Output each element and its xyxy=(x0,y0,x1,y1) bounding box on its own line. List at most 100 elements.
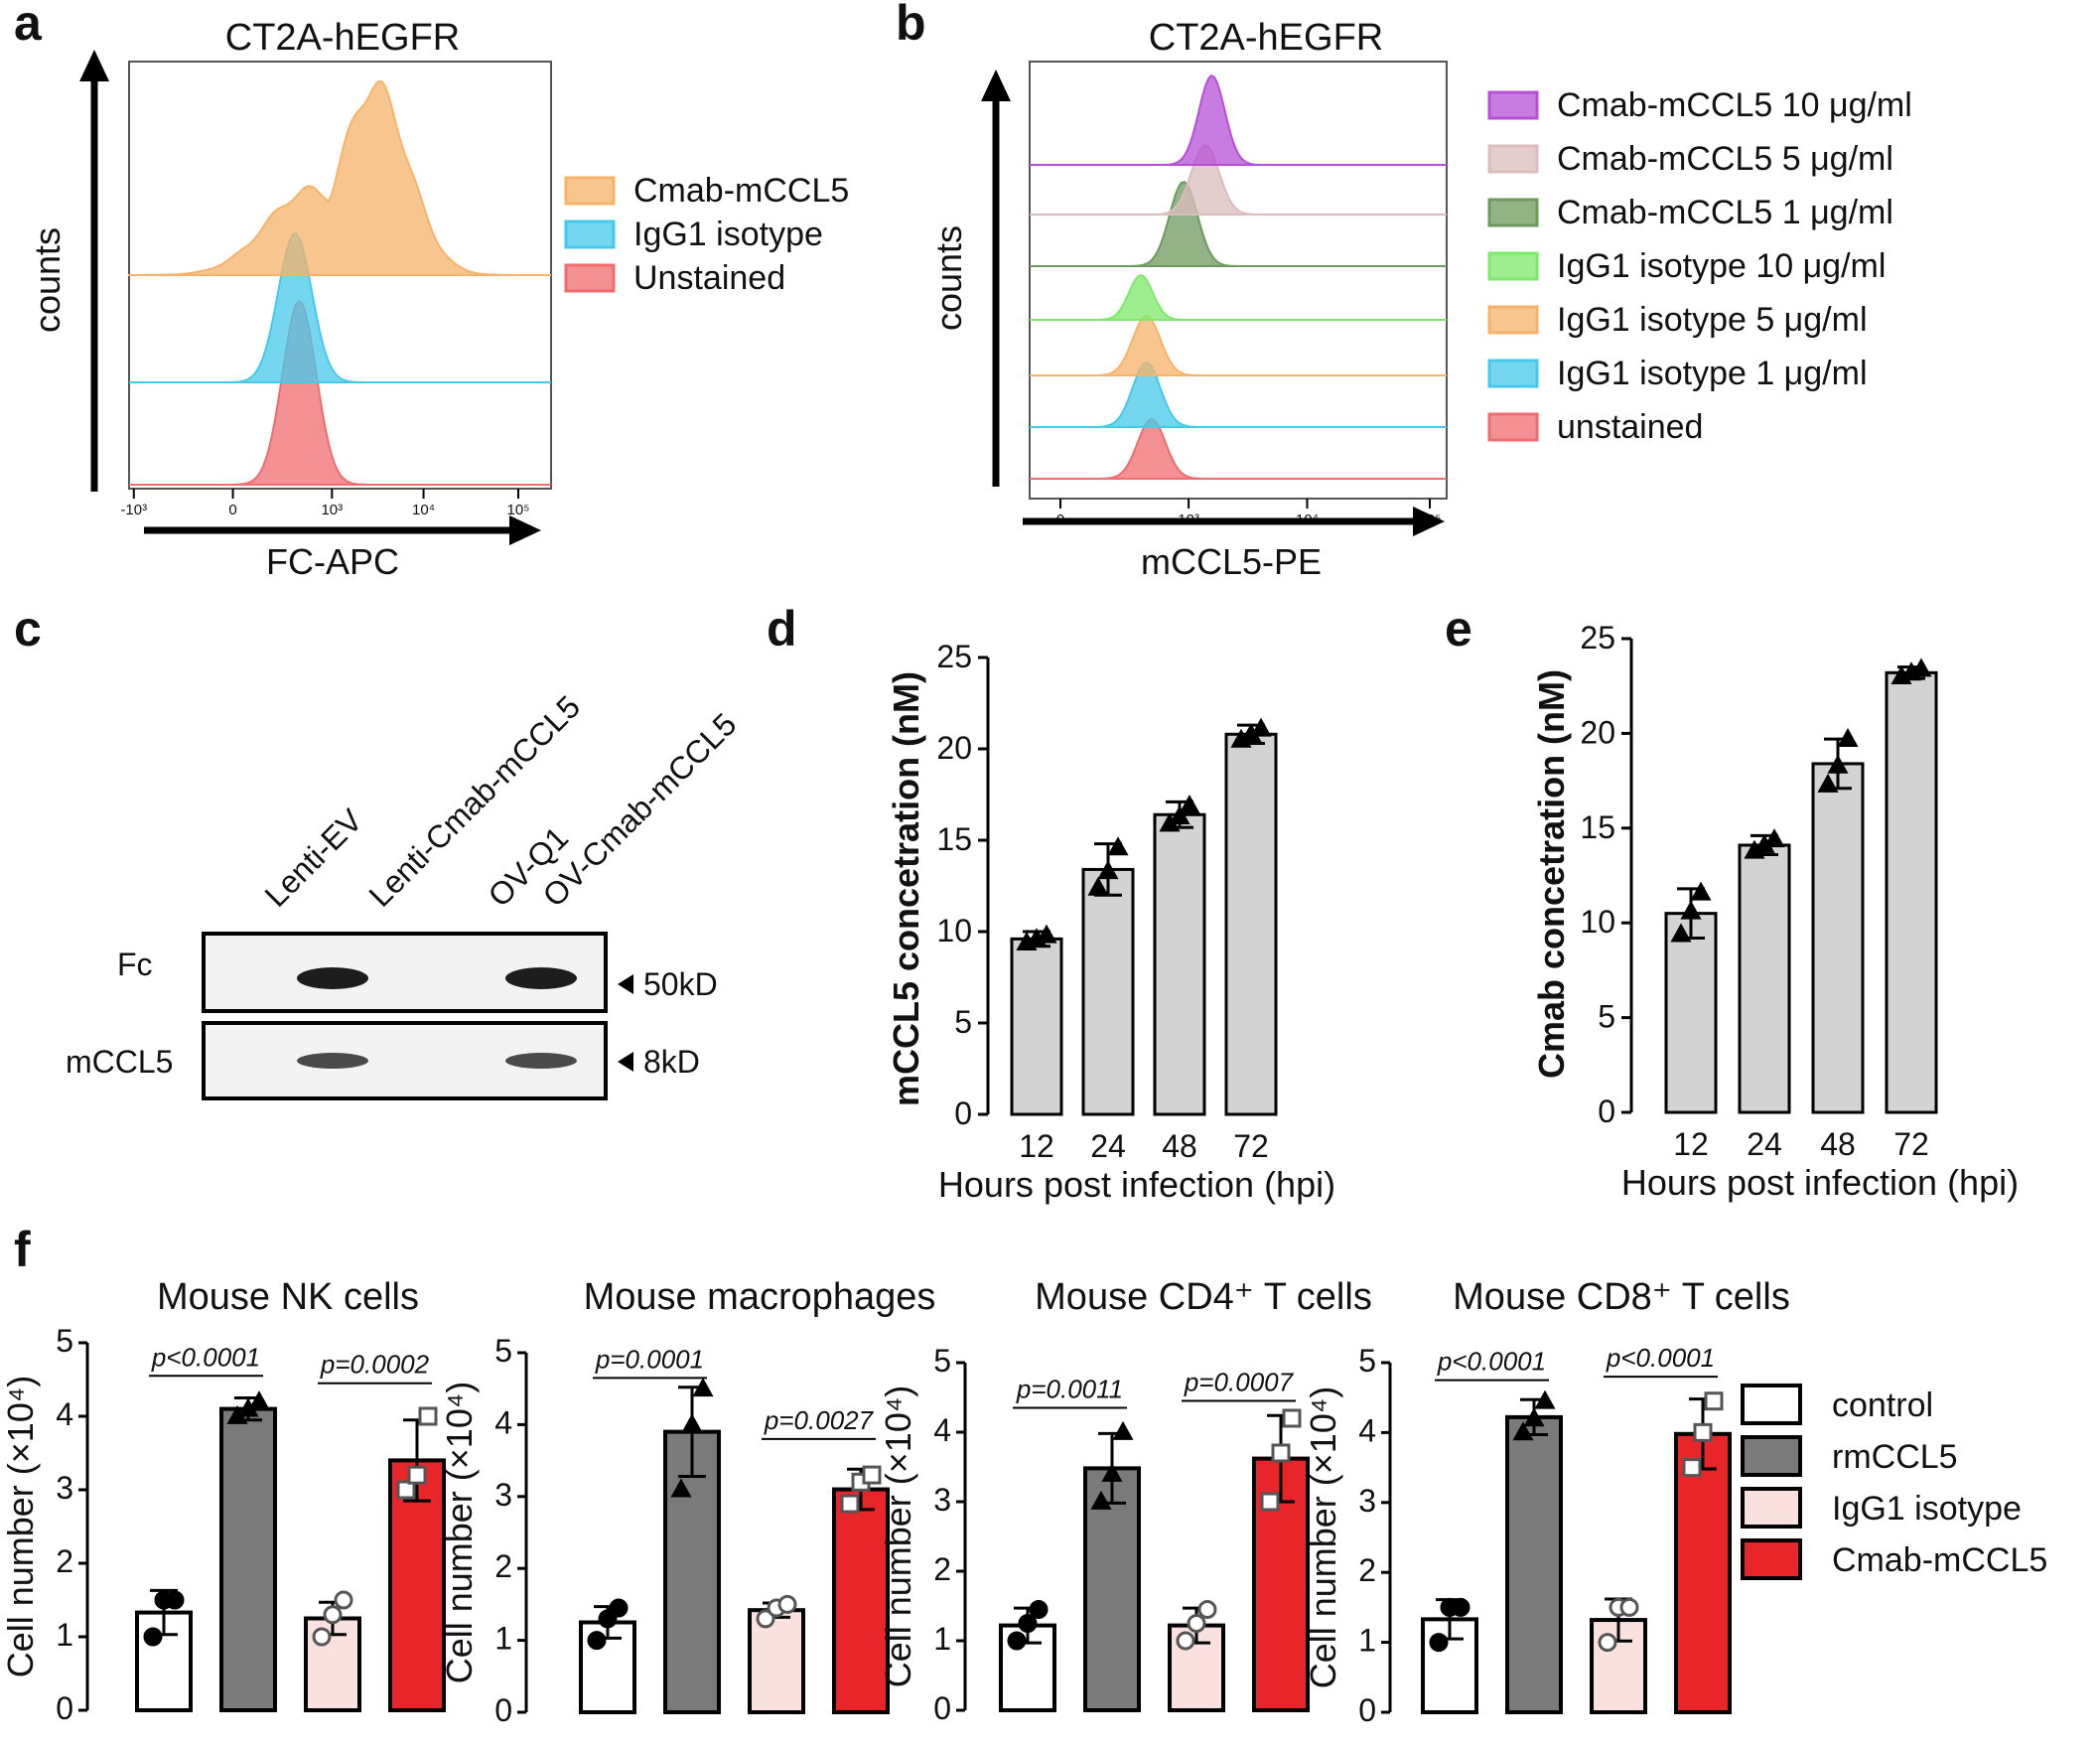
legend-swatch xyxy=(564,263,616,293)
bar xyxy=(1224,732,1278,1116)
subchart-ylabel: Cell number (×10⁴) xyxy=(0,1376,41,1678)
legend-label: Cmab-mCCL5 5 μg/ml xyxy=(1557,140,1893,178)
y-tick-label: 2 xyxy=(494,1548,512,1584)
legend-label: Cmab-mCCL5 xyxy=(1832,1541,2047,1579)
subchart-title: Mouse CD8⁺ T cells xyxy=(1453,1276,1790,1318)
x-tick-label: 24 xyxy=(1747,1126,1782,1162)
legend-swatch xyxy=(564,176,616,206)
x-tick-label: 12 xyxy=(1673,1126,1709,1162)
bar xyxy=(1811,762,1865,1114)
y-tick-label: 2 xyxy=(56,1543,73,1579)
lane-label: OV-Cmab-mCCL5 xyxy=(535,706,743,914)
data-point xyxy=(1763,828,1785,848)
data-point xyxy=(143,1627,163,1647)
bar xyxy=(1885,670,1938,1114)
subchart-ylabel: Cell number (×10⁴) xyxy=(1303,1386,1343,1689)
data-point xyxy=(1282,1408,1302,1428)
x-tick-label: 10⁵ xyxy=(507,502,530,518)
panel-a-xlabel: FC-APC xyxy=(266,541,399,582)
y-tick-label: 15 xyxy=(1580,809,1615,845)
panel-a-legend: Cmab-mCCL5 IgG1 isotype Unstained xyxy=(564,172,849,297)
legend-swatch xyxy=(1741,1487,1802,1529)
data-point xyxy=(692,1378,714,1397)
data-point xyxy=(840,1494,860,1514)
blot-marker-arrow-50 xyxy=(618,974,633,994)
data-point xyxy=(1197,1600,1217,1619)
legend-label: control xyxy=(1832,1386,1933,1424)
data-point xyxy=(1512,1421,1534,1441)
panel-a-x-arrowhead xyxy=(509,515,541,545)
data-point xyxy=(418,1406,438,1426)
panel-c-lane-labels: Lenti-EVLenti-Cmab-mCCL5OV-Q1OV-Cmab-mCC… xyxy=(257,688,743,914)
panel-a-histograms xyxy=(128,79,551,486)
p-value-label: p<0.0001 xyxy=(1606,1343,1715,1373)
panel-b-legend: Cmab-mCCL5 10 μg/ml Cmab-mCCL5 5 μg/ml Cma… xyxy=(1487,86,1912,446)
x-tick-label: 72 xyxy=(1893,1126,1929,1162)
y-tick-label: 0 xyxy=(1598,1093,1615,1129)
data-point xyxy=(756,1609,775,1629)
legend-swatch xyxy=(1487,144,1539,174)
legend-label: IgG1 isotype xyxy=(633,216,823,253)
subchart-ylabel: Cell number (×10⁴) xyxy=(439,1382,480,1684)
panel-a-ylabel: counts xyxy=(27,227,68,333)
y-tick-label: 0 xyxy=(1358,1692,1376,1728)
y-tick-label: 1 xyxy=(56,1617,73,1653)
data-point xyxy=(1534,1389,1556,1409)
histogram-igg1-isotype-1-g-ml xyxy=(1030,361,1447,428)
y-tick-label: 0 xyxy=(56,1690,73,1726)
histogram-cmab-mccl5 xyxy=(128,79,551,276)
y-tick-label: 0 xyxy=(494,1692,512,1728)
data-point xyxy=(681,1413,703,1433)
bar-rmccl5 xyxy=(1083,1466,1141,1713)
blot-band xyxy=(297,1053,368,1069)
data-point xyxy=(1837,728,1859,748)
x-tick-label: 24 xyxy=(1090,1128,1126,1164)
data-point xyxy=(1680,900,1702,920)
lane-label: Lenti-EV xyxy=(257,802,369,914)
panel-b-xlabel: mCCL5-PE xyxy=(1141,541,1322,582)
panel-b-frame xyxy=(1029,61,1448,500)
data-point xyxy=(609,1598,629,1618)
data-point xyxy=(1087,876,1109,896)
y-tick-label: 4 xyxy=(494,1404,512,1440)
y-tick-label: 4 xyxy=(56,1396,73,1432)
bar xyxy=(1738,843,1791,1114)
histogram-igg1-isotype-5-g-ml xyxy=(1030,314,1447,376)
data-point xyxy=(598,1609,618,1629)
legend-swatch xyxy=(1741,1384,1802,1425)
data-point xyxy=(1429,1633,1449,1653)
x-tick-label: 48 xyxy=(1820,1126,1856,1162)
panel-b-histograms xyxy=(1030,73,1447,480)
y-tick-label: 5 xyxy=(1358,1343,1376,1379)
panel-label-f: f xyxy=(14,1222,31,1277)
bar-cmab-mccl5 xyxy=(832,1487,890,1715)
panel-e-ylabel: Cmab concetration (nM) xyxy=(1531,669,1572,1079)
subchart-2: Mouse macrophages 0 1 2 3 4 5 Cell number (×10⁴… xyxy=(439,1276,935,1728)
y-tick-label: 5 xyxy=(1598,999,1615,1035)
histogram-igg1-isotype xyxy=(129,232,551,383)
legend-swatch xyxy=(1487,251,1539,281)
blot-row-label-fc: Fc xyxy=(117,947,153,982)
p-value-label: p=0.0002 xyxy=(320,1350,430,1380)
legend-label: Unstained xyxy=(633,259,785,297)
data-point xyxy=(396,1480,416,1500)
y-tick-label: 20 xyxy=(1580,714,1615,750)
data-point xyxy=(1187,1614,1206,1633)
y-tick-label: 0 xyxy=(954,1095,972,1131)
data-point xyxy=(312,1627,332,1647)
legend-swatch xyxy=(1487,412,1539,442)
subchart-1: Mouse NK cells 0 1 2 3 4 5 Cell number (×10⁴) p<… xyxy=(0,1276,446,1726)
blot-band xyxy=(505,967,577,989)
data-point xyxy=(1007,1631,1027,1651)
legend-label: IgG1 isotype xyxy=(1832,1490,2022,1528)
legend-swatch xyxy=(564,219,616,249)
legend-swatch xyxy=(1487,90,1539,120)
panel-label-d: d xyxy=(767,601,797,656)
y-tick-label: 2 xyxy=(933,1551,951,1587)
y-tick-label: 1 xyxy=(933,1621,951,1657)
blot-band xyxy=(505,1053,577,1069)
y-tick-label: 4 xyxy=(1358,1412,1376,1448)
x-tick-label: 72 xyxy=(1233,1128,1269,1164)
legend-label: IgG1 isotype 1 μg/ml xyxy=(1557,355,1868,392)
